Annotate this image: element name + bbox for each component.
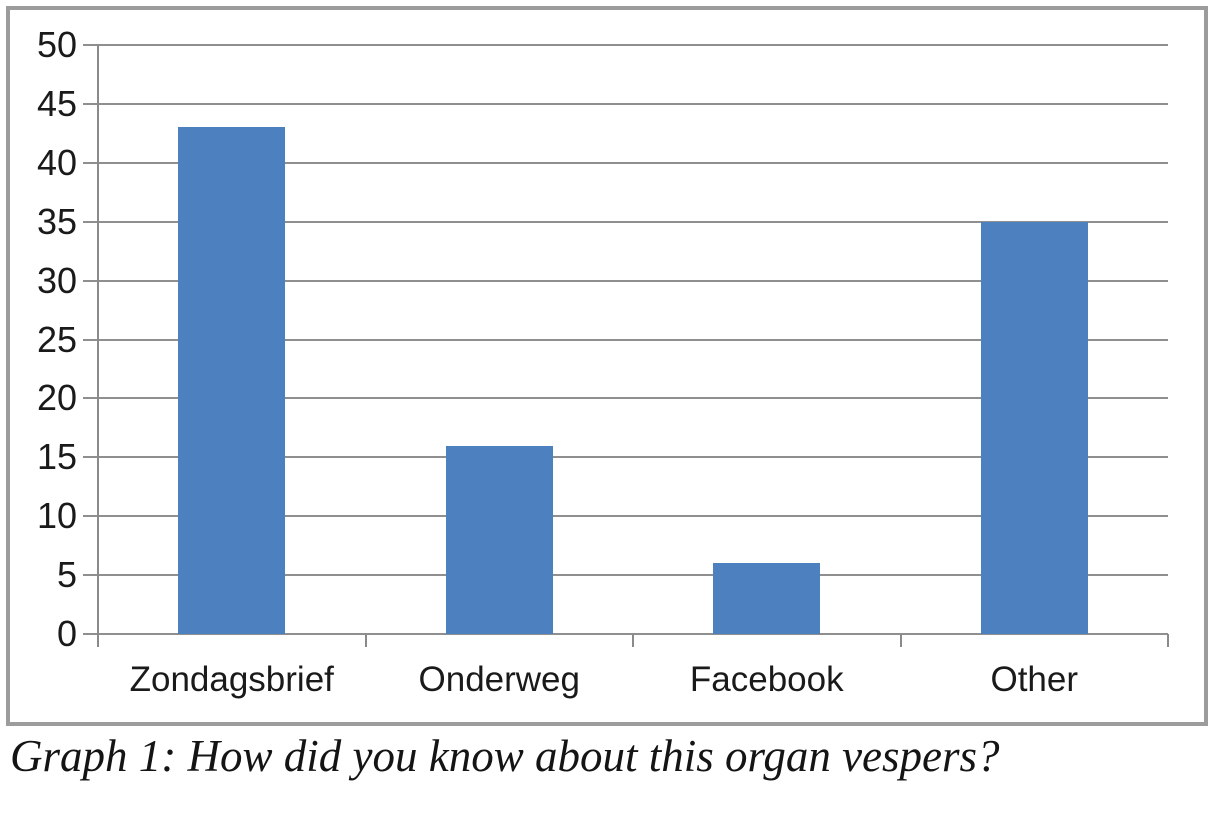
x-category-label: Zondagsbrief [129,660,334,699]
y-tick-label: 30 [36,259,77,301]
bar-onderweg [445,445,553,634]
y-tick-label: 5 [56,554,77,596]
bar-facebook [713,563,821,634]
plot-area: 0 5 10 15 20 25 30 35 40 45 50 Zondagsbrief Onderweg… [10,10,1204,722]
x-axis-tick [1167,634,1169,647]
y-tick-label: 10 [36,495,77,537]
x-axis-tick [899,634,902,647]
y-tick-label: 25 [36,318,77,360]
y-tick-label: 35 [36,200,77,242]
chart-caption: Graph 1: How did you know about this org… [10,731,1000,781]
gridline-y-10 [83,515,1168,518]
y-tick-label: 20 [36,377,77,419]
y-tick-label: 0 [56,613,77,654]
bar-other [980,221,1088,634]
gridline-y-35 [83,220,1168,223]
gridline-y-30 [83,279,1168,282]
y-tick-label: 45 [36,82,77,124]
gridline-y-50 [83,44,1168,46]
gridline-y-20 [83,397,1168,400]
gridline-y-0 [83,633,1168,635]
gridline-y-15 [83,456,1168,459]
bar-chart-frame: 0 5 10 15 20 25 30 35 40 45 50 Zondagsbrief Onderweg… [6,6,1208,726]
y-tick-label: 40 [36,141,77,183]
y-axis-line [97,45,99,647]
gridline-y-45 [83,102,1168,105]
x-axis-tick [97,634,99,647]
x-category-label: Onderweg [418,660,580,699]
x-category-label: Other [990,660,1079,699]
x-axis-tick [632,634,634,647]
gridline-y-5 [83,574,1168,577]
y-tick-label: 15 [36,436,77,478]
gridline-y-25 [83,338,1168,341]
x-axis-tick [364,634,367,647]
gridline-y-40 [83,161,1168,164]
x-category-label: Facebook [689,660,844,699]
y-tick-label: 50 [36,24,77,65]
bar-zondagsbrief [178,127,286,634]
